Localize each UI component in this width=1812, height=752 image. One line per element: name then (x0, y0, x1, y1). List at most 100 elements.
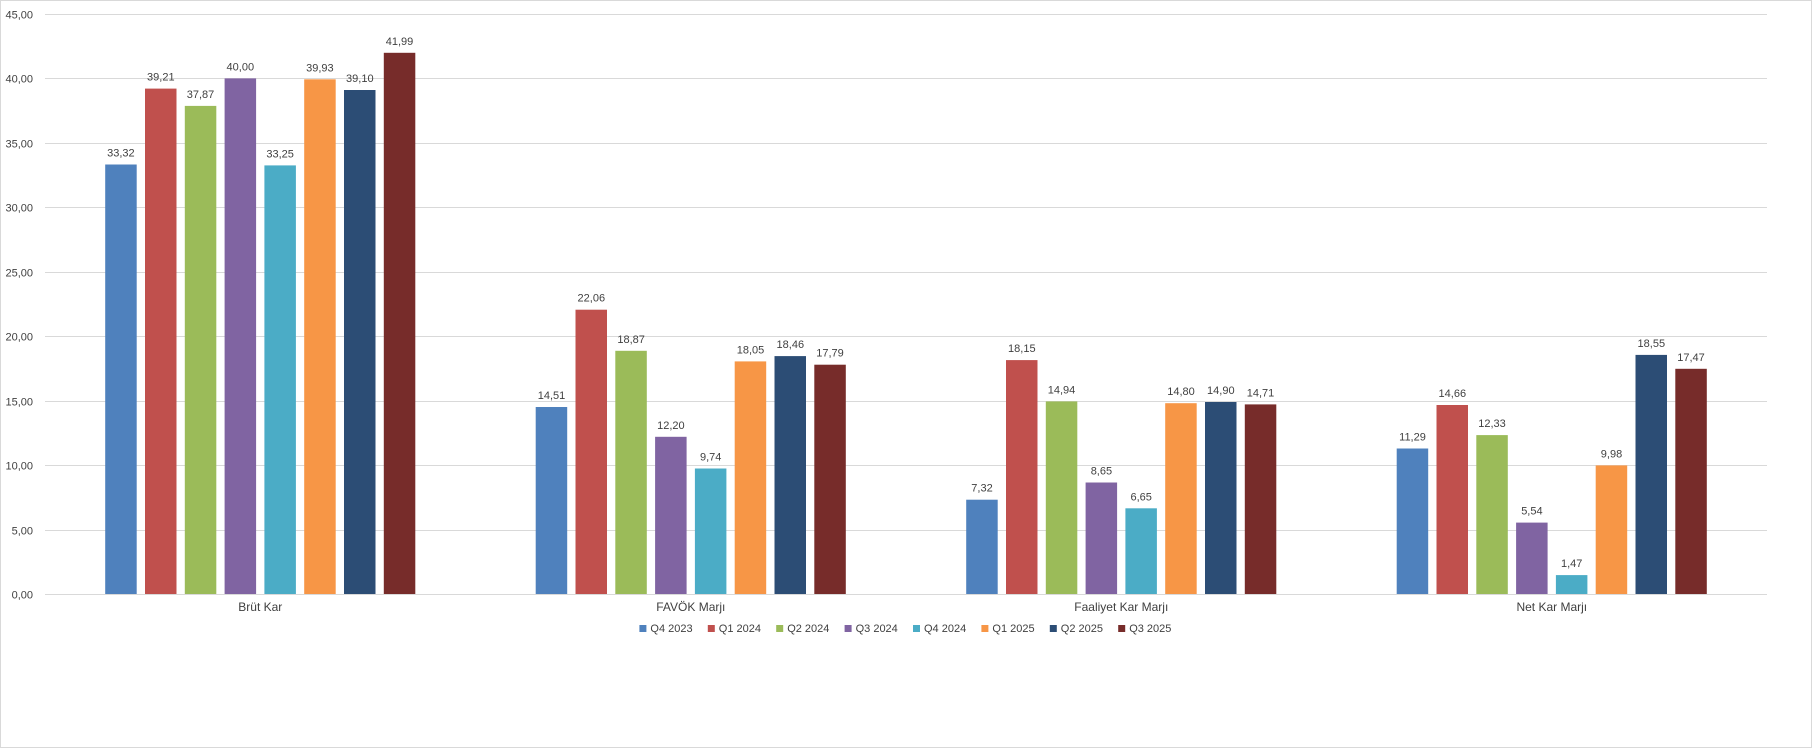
bar (224, 78, 257, 594)
bar (184, 105, 217, 595)
bar (1045, 401, 1078, 594)
legend-swatch (913, 625, 920, 632)
legend-item[interactable]: Q2 2024 (776, 623, 829, 635)
legend-swatch (1118, 625, 1126, 632)
data-label: 12,20 (657, 420, 685, 432)
bar (1595, 465, 1628, 594)
y-tick-label: 40,00 (5, 74, 33, 86)
legend-item[interactable]: Q4 2024 (913, 623, 966, 635)
legend-swatch (1049, 625, 1057, 632)
category-label: Faaliyet Kar Marjı (1074, 600, 1168, 614)
legend-label: Q1 2025 (992, 623, 1034, 635)
data-label: 14,80 (1167, 386, 1195, 398)
y-tick-label: 25,00 (5, 268, 33, 280)
data-label: 33,32 (107, 148, 135, 160)
legend-item[interactable]: Q1 2024 (707, 623, 761, 635)
legend-swatch (776, 625, 784, 632)
data-label: 17,79 (816, 348, 844, 360)
data-label: 40,00 (227, 61, 255, 73)
bar (1396, 448, 1429, 594)
legend-label: Q2 2024 (787, 623, 829, 635)
bar (655, 436, 687, 594)
data-label: 14,90 (1207, 385, 1235, 397)
bar (1165, 403, 1197, 594)
legend-label: Q1 2024 (719, 623, 761, 635)
bars (105, 52, 1707, 595)
bar (383, 52, 416, 595)
bar (1125, 508, 1157, 594)
data-label: 17,47 (1677, 352, 1705, 364)
data-label: 7,32 (971, 483, 992, 495)
bar (575, 309, 607, 594)
data-label: 9,74 (700, 452, 721, 464)
data-label: 39,10 (346, 73, 374, 85)
legend-swatch (844, 625, 852, 632)
bar (734, 361, 767, 594)
bar (535, 407, 568, 594)
legend-item[interactable]: Q3 2024 (844, 623, 898, 635)
legend-item[interactable]: Q3 2025 (1118, 623, 1171, 635)
bar (1635, 354, 1667, 594)
bar (1476, 435, 1508, 594)
data-label: 41,99 (386, 36, 414, 48)
y-tick-label: 5,00 (12, 526, 33, 538)
legend-item[interactable]: Q1 2025 (981, 623, 1035, 635)
legend[interactable]: Q4 2023 Q1 2024 Q2 2024 Q3 2024 Q4 2024 Q1 20… (639, 623, 1171, 635)
gridlines (45, 14, 1767, 595)
data-label: 39,93 (306, 62, 334, 74)
bar (694, 468, 727, 594)
data-label: 8,65 (1091, 466, 1112, 478)
data-label: 22,06 (578, 293, 606, 305)
data-label: 5,54 (1521, 506, 1542, 518)
y-tick-label: 0,00 (12, 590, 33, 602)
y-tick-label: 30,00 (5, 203, 33, 215)
data-label: 14,66 (1439, 388, 1467, 400)
category-label: Net Kar Marjı (1516, 600, 1587, 614)
y-tick-label: 15,00 (5, 397, 33, 409)
bar (1675, 368, 1707, 594)
bar (1436, 405, 1468, 594)
data-label: 18,87 (617, 334, 645, 346)
bar (1516, 522, 1548, 594)
data-label: 18,15 (1008, 343, 1036, 355)
y-tick-label: 10,00 (5, 461, 33, 473)
category-label: FAVÖK Marjı (656, 600, 725, 614)
bar (615, 350, 647, 594)
bar (814, 364, 846, 594)
legend-swatch (639, 625, 647, 632)
y-tick-label: 35,00 (5, 139, 33, 151)
bar (344, 90, 376, 594)
legend-label: Q2 2025 (1061, 623, 1103, 635)
data-label: 39,21 (147, 72, 175, 84)
data-label: 6,65 (1130, 491, 1151, 503)
bar (264, 165, 296, 594)
category-label: Brüt Kar (238, 600, 282, 614)
data-label: 12,33 (1478, 418, 1506, 430)
legend-label: Q3 2025 (1129, 623, 1171, 635)
data-label: 14,94 (1048, 384, 1076, 396)
legend-label: Q3 2024 (856, 623, 898, 635)
legend-item[interactable]: Q2 2025 (1049, 623, 1103, 635)
bar (1085, 482, 1118, 594)
bar (1205, 402, 1237, 594)
bar (1006, 360, 1038, 594)
data-label: 1,47 (1561, 558, 1582, 570)
data-label: 37,87 (187, 89, 215, 101)
bar (774, 356, 806, 594)
y-axis-tick-labels: 0,00 5,00 10,00 15,00 20,00 25,00 30,00 35,00 40… (5, 10, 33, 602)
bar (966, 499, 998, 594)
x-axis-category-labels: Brüt Kar FAVÖK Marjı Faaliyet Kar Marjı Net… (238, 600, 1587, 614)
data-label: 18,46 (777, 339, 805, 351)
data-label: 18,55 (1638, 338, 1666, 350)
y-tick-label: 20,00 (5, 332, 33, 344)
bar (105, 164, 137, 594)
legend-swatch (981, 625, 989, 632)
y-tick-label: 45,00 (5, 10, 33, 22)
legend-item[interactable]: Q4 2023 (639, 623, 693, 635)
legend-swatch (707, 625, 715, 632)
bar (1555, 575, 1588, 594)
data-label: 14,71 (1247, 387, 1275, 399)
bar (1244, 404, 1277, 594)
